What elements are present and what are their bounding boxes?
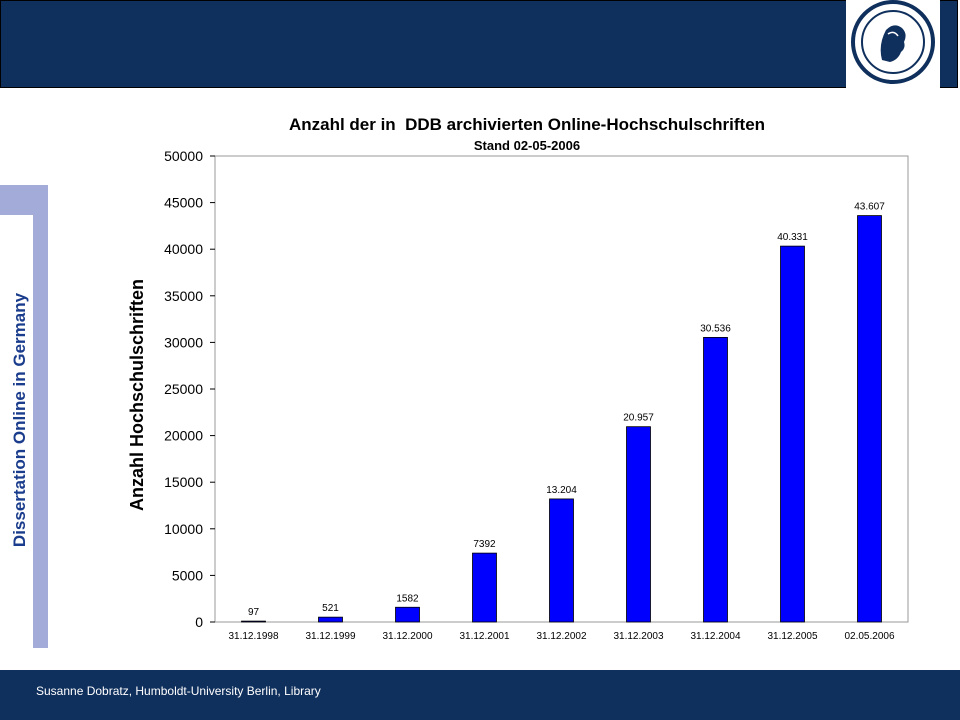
bar-31.12.1998 [241,620,266,623]
bar-31.12.2005 [780,245,805,623]
x-tick-label: 31.12.2003 [613,631,663,642]
y-tick-label: 45000 [164,195,203,211]
footer-bar [0,670,960,720]
bar-31.12.1999 [318,616,343,623]
y-tick-label: 0 [195,614,203,630]
y-tick-label: 15000 [164,474,203,490]
y-axis: 0 5000 10000 15000 20000 25000 30000 35000 40000… [164,148,215,630]
y-tick-label: 30000 [164,334,203,350]
value-label: 7392 [473,539,496,550]
y-axis-label: Anzahl Hochschulschriften [127,279,147,511]
bar-31.12.2004 [703,337,728,623]
header-bar [0,0,958,88]
bar-31.12.2002 [549,498,574,623]
y-tick-label: 40000 [164,241,203,257]
y-tick-label: 10000 [164,521,203,537]
x-tick-label: 31.12.2000 [382,631,432,642]
bars [241,215,882,623]
value-label: 30.536 [700,323,731,334]
bar-31.12.2000 [395,606,420,623]
chart-title: Anzahl der in DDB archivierten Online-Ho… [289,115,765,134]
x-axis: 31.12.1998 31.12.1999 31.12.2000 31.12.2001… [228,631,894,642]
seal-icon [851,0,935,84]
x-tick-label: 31.12.2005 [767,631,817,642]
university-logo [846,0,940,90]
x-tick-label: 31.12.2001 [459,631,509,642]
value-labels: 97 521 1582 7392 13.204 20.957 30.536 40.331 43.… [248,202,885,619]
y-tick-label: 35000 [164,288,203,304]
x-tick-label: 31.12.1998 [228,631,278,642]
bar-02.05.2006 [857,215,882,623]
bar-chart: Anzahl der in DDB archivierten Online-Ho… [127,115,909,642]
value-label: 43.607 [854,202,885,213]
x-tick-label: 31.12.2002 [536,631,586,642]
value-label: 20.957 [623,413,654,424]
x-tick-label: 31.12.2004 [690,631,740,642]
value-label: 97 [248,607,260,618]
y-tick-label: 20000 [164,428,203,444]
footer-text: Susanne Dobratz, Humboldt-University Ber… [36,684,321,698]
value-label: 13.204 [546,485,577,496]
chart-subtitle: Stand 02-05-2006 [474,138,580,153]
y-tick-label: 50000 [164,148,203,164]
value-label: 521 [322,603,339,614]
bar-31.12.2003 [626,426,651,623]
value-label: 1582 [396,593,419,604]
bar-31.12.2001 [472,552,497,623]
value-label: 40.331 [777,232,808,243]
y-tick-label: 5000 [172,567,203,583]
y-tick-label: 25000 [164,381,203,397]
x-tick-label: 31.12.1999 [305,631,355,642]
x-tick-label: 02.05.2006 [844,631,894,642]
side-accent-inner [0,215,33,648]
